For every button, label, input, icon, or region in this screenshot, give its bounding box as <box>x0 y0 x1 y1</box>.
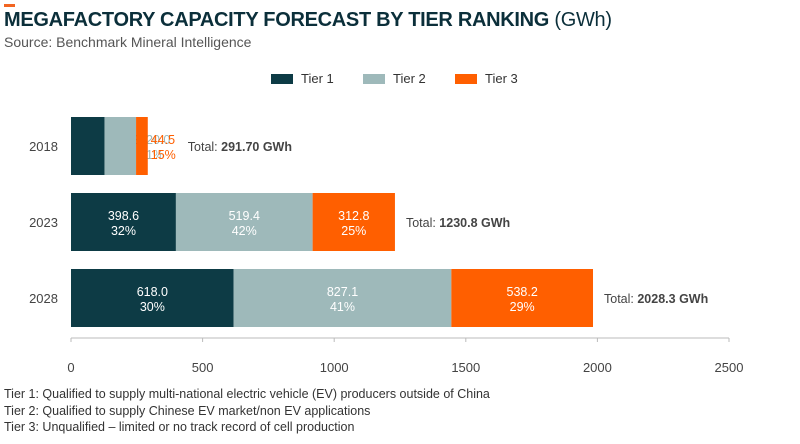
legend-swatch-tier1 <box>271 73 293 84</box>
chart-title-unit: (GWh) <box>554 9 612 31</box>
bar-segment <box>136 117 148 175</box>
x-tick-label: 2000 <box>583 360 612 375</box>
x-tick-label: 2500 <box>715 360 744 375</box>
bar-segment <box>71 193 176 251</box>
legend-label-tier1: Tier 1 <box>301 71 334 86</box>
x-tick-label: 500 <box>192 360 214 375</box>
legend-item-tier3: Tier 3 <box>455 71 518 86</box>
data-label-percent: 29% <box>510 300 535 314</box>
total-label-value: 291.70 GWh <box>221 140 292 154</box>
chart-subtitle: Source: Benchmark Mineral Intelligence <box>4 34 252 50</box>
data-label-value: 827.1 <box>327 285 358 299</box>
data-label-percent: 30% <box>140 300 165 314</box>
total-label: Total: 291.70 GWh <box>188 140 292 154</box>
footnote-tier2: Tier 2: Qualified to supply Chinese EV m… <box>4 403 371 418</box>
data-label-percent: 25% <box>341 224 366 238</box>
total-label-value: 1230.8 GWh <box>439 216 510 230</box>
data-label-value: 44.5 <box>151 133 175 147</box>
legend-label-tier2: Tier 2 <box>393 71 426 86</box>
data-label-value: 519.4 <box>229 209 260 223</box>
total-label-prefix: Total: <box>188 140 221 154</box>
data-label-percent: 42% <box>232 224 257 238</box>
bar-segment <box>233 269 452 327</box>
bar-segment <box>175 193 313 251</box>
category-label: 2018 <box>29 139 58 154</box>
bar-segment <box>71 269 234 327</box>
chart-title-main: MEGAFACTORY CAPACITY FORECAST BY TIER RA… <box>4 9 550 31</box>
category-label: 2028 <box>29 291 58 306</box>
bar-segment <box>71 117 105 175</box>
data-label-value: 312.8 <box>338 209 369 223</box>
bar-segment <box>104 117 137 175</box>
chart-legend: Tier 1 Tier 2 Tier 3 <box>0 71 800 91</box>
category-label: 2023 <box>29 215 58 230</box>
x-tick-label: 1500 <box>451 360 480 375</box>
data-label-value: 618.0 <box>137 285 168 299</box>
legend-item-tier1: Tier 1 <box>271 71 334 86</box>
data-label-percent: 15% <box>151 148 176 162</box>
data-label-value: 398.6 <box>108 209 139 223</box>
data-label-percent: 41% <box>330 300 355 314</box>
data-label-value: 538.2 <box>507 285 538 299</box>
title-accent-bar <box>4 4 15 7</box>
footnote-tier1: Tier 1: Qualified to supply multi-nation… <box>4 387 490 401</box>
legend-item-tier2: Tier 2 <box>363 71 426 86</box>
chart-title: MEGAFACTORY CAPACITY FORECAST BY TIER RA… <box>4 9 612 32</box>
x-tick-label: 0 <box>67 360 74 375</box>
footnotes: Tier 1: Qualified to supply multi-nation… <box>4 386 490 436</box>
legend-swatch-tier3 <box>455 73 477 84</box>
x-tick-label: 1000 <box>320 360 349 375</box>
total-label-value: 2028.3 GWh <box>637 292 708 306</box>
total-label: Total: 1230.8 GWh <box>406 216 510 230</box>
data-label-percent: 32% <box>111 224 136 238</box>
bar-segment <box>312 193 395 251</box>
total-label-prefix: Total: <box>406 216 439 230</box>
bar-segment <box>451 269 594 327</box>
total-label-prefix: Total: <box>604 292 637 306</box>
total-label: Total: 2028.3 GWh <box>604 292 708 306</box>
legend-swatch-tier2 <box>363 73 385 84</box>
legend-label-tier3: Tier 3 <box>485 71 518 86</box>
footnote-tier3: Tier 3: Unqualified – limited or no trac… <box>4 420 355 434</box>
